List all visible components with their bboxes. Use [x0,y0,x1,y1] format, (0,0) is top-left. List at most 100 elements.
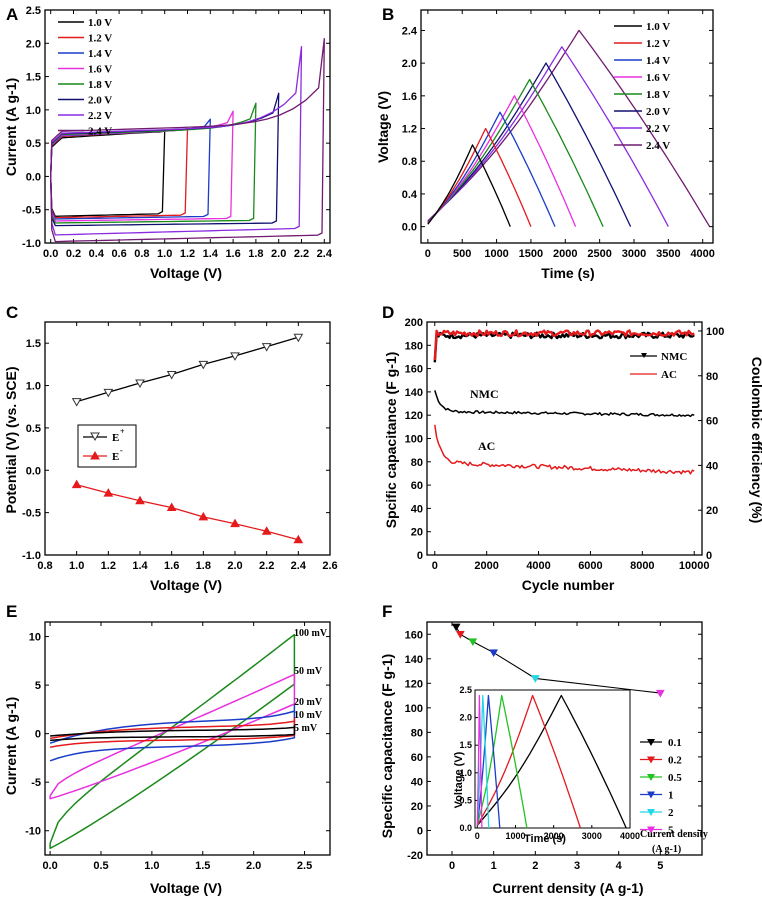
panel-e-xtick-label: 0.5 [93,860,108,872]
panel-d-legend-marker [641,353,647,358]
panel-label-a: A [6,5,18,24]
panel-c-xtick-label: 1.8 [196,560,211,572]
panel-a-ytick-label: 2.0 [26,38,41,50]
panel-d-xtick-label: 8000 [630,560,654,572]
panel-a-legend-label: 1.2 V [88,33,112,45]
panel-c-ytick-label: 1.0 [26,381,41,393]
panel-a-xtick-label: 0.8 [134,248,149,260]
panel-e-ylabel: Current (A g-1) [3,697,19,795]
inset-gcd-curve [476,694,528,829]
panel-label-b: B [382,5,394,24]
panel-b-plot-frame [420,9,714,244]
panel-d-xtick-label: 2000 [474,560,498,572]
panel-c-marker-eplus [135,379,145,389]
panel-label-d: D [382,303,394,322]
panel-a-ylabel: Current (A g-1) [3,78,19,176]
panel-d-capacitance-curve [434,424,695,475]
panel-e-series-label: 10 mV [294,710,323,721]
panel-a-ytick-label: -0.5 [22,205,41,217]
panel-a-xtick-label: 1.4 [203,248,219,260]
panel-e-cv-curve [49,704,296,762]
panel-e-plot-frame [44,621,331,856]
panel-d-legend-label: AC [661,369,677,381]
panel-d-ytick-label: 160 [405,364,423,376]
panel-d-capacitance-curve [434,390,695,418]
panel-b-xtick-label: 3000 [622,248,646,260]
panel-d-ytick-label: 80 [411,457,423,469]
panel-f-xtick-label: 1 [491,860,497,872]
panel-a-xtick-label: 2.2 [294,248,309,260]
panel-c-xtick-label: 1.0 [69,560,84,572]
panel-e-xtick-label: 0.0 [42,860,57,872]
panel-b-gcd-curve [427,127,532,227]
panel-d-ytick-label: 100 [405,434,423,446]
panel-f-data-marker [468,638,478,647]
inset-gcd-curve [476,694,627,829]
panel-b-legend-label: 1.2 V [646,38,670,50]
panel-d-xtick-label: 10000 [679,560,710,572]
panel-a-xtick-label: 2.0 [271,248,286,260]
panel-b-gcd-curve [427,95,577,227]
panel-f-legend-marker [647,809,655,816]
panel-c-marker-eminus [103,488,114,497]
panel-c-xtick-label: 1.2 [101,560,116,572]
panel-f-legend-marker [647,739,655,746]
panel-b-xtick-label: 3500 [656,248,680,260]
inset-ytick-label: 0.0 [459,823,472,833]
panel-a-cv-curve [50,127,189,219]
panel-a-xtick-label: 1.6 [225,248,240,260]
panel-b-ytick-label: 2.4 [402,25,418,37]
panel-b-legend-label: 1.4 V [646,55,670,67]
panel-f-legend-label: 0.1 [668,737,682,749]
panel-e-xtick-label: 1.0 [144,860,159,872]
panel-f-ytick-label: -20 [407,850,423,862]
inset-ytick-label: 1.5 [459,740,472,750]
panel-d-ytick-label: 20 [411,527,423,539]
panel-c-xtick-label: 2.2 [259,560,274,572]
panel-d-xlabel: Cycle number [522,577,615,593]
panel-e-cv-curve [50,725,296,742]
panel-a-legend-label: 1.4 V [88,48,112,60]
panel-f-ytick-label: 20 [411,801,423,813]
panel-b-legend-label: 2.2 V [646,123,670,135]
panel-a-xtick-label: 1.0 [157,248,172,260]
panel-e-ytick-label: 5 [35,680,41,692]
panel-b-xlabel: Time (s) [541,265,594,281]
panel-f-legend-label: 5 [668,825,674,837]
panel-f-data-marker [455,631,465,639]
panel-c-marker-eplus [71,398,82,407]
panel-c-series-line [76,336,299,403]
panel-b-xtick-label: 4000 [690,248,714,260]
panel-a-xtick-label: 0.4 [89,248,105,260]
inset-ytick-label: 2.0 [459,713,472,723]
panel-a-legend-label: 2.0 V [88,95,112,107]
panel-f-ytick-label: 40 [411,776,423,788]
panel-c-marker-eplus [198,360,209,370]
panel-e-series-label: 5 mV [294,723,318,734]
panel-b-gcd-curve [427,78,604,227]
panel-c-legend-box [77,424,137,468]
panel-f-ytick-label: 140 [405,654,423,666]
panel-b-legend-label: 2.0 V [646,106,670,118]
panel-d-y2tick-label: 60 [706,416,718,428]
panel-f-ytick-label: 100 [405,703,423,715]
panel-e-ytick-label: 0 [35,729,41,741]
panel-e-ytick-label: 10 [29,632,41,644]
inset-ytick-label: 2.5 [459,685,472,695]
panel-b-gcd-curve [427,144,511,227]
panel-f-legend-marker [647,774,655,781]
panel-c-xtick-label: 1.6 [164,560,179,572]
panel-d-ytick-label: 140 [405,387,423,399]
inset-xtick-label: 3000 [582,831,602,841]
panel-b-ytick-label: 1.2 [402,124,417,136]
panel-d-y2label: Coulombic efficiency (%) [749,357,762,523]
panel-d-ytick-label: 60 [411,480,423,492]
annotation-ac: AC [478,439,495,453]
panel-d-xtick-label: 0 [432,560,438,572]
panel-c-legend-label: E [112,451,119,463]
inset-xtick-label: 4000 [620,831,640,841]
panel-c-xtick-label: 2.6 [322,560,337,572]
panel-a-ytick-label: 1.5 [26,72,41,84]
panel-a-ytick-label: 0.5 [26,138,41,150]
panel-d-y2tick-label: 100 [706,326,724,338]
